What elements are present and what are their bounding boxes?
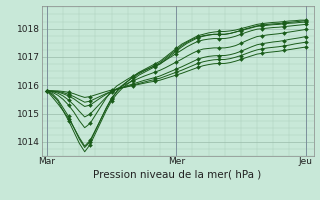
X-axis label: Pression niveau de la mer( hPa ): Pression niveau de la mer( hPa )	[93, 169, 262, 179]
